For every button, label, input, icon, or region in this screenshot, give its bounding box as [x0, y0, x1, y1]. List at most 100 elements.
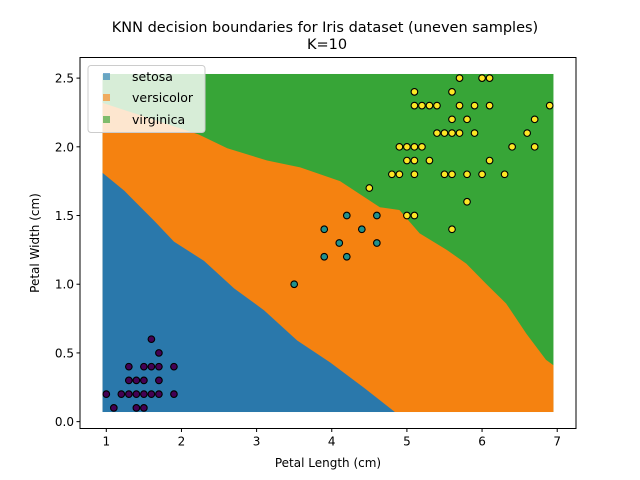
point-virginica — [403, 142, 411, 151]
point-versicolor — [372, 211, 381, 220]
y-tick-label: 0.5 — [55, 346, 74, 360]
legend-label-versicolor: versicolor — [132, 90, 194, 105]
point-virginica — [545, 101, 554, 110]
point-virginica — [485, 74, 494, 82]
region-setosa — [102, 172, 395, 413]
chart-subtitle: K=10 — [307, 37, 347, 53]
point-setosa — [155, 349, 163, 357]
point-virginica — [448, 170, 456, 179]
point-setosa — [132, 376, 141, 385]
y-axis-label: Petal Width (cm) — [28, 193, 42, 293]
point-virginica — [410, 170, 419, 179]
y-axis-ticks: 0.0 0.5 1.0 1.5 2.0 2.5 — [55, 72, 80, 429]
point-virginica — [395, 170, 404, 179]
point-versicolor — [320, 252, 329, 261]
point-virginica — [410, 211, 419, 220]
point-setosa — [140, 404, 148, 412]
data-points — [102, 74, 554, 412]
point-setosa — [117, 390, 126, 398]
point-virginica — [455, 129, 464, 137]
x-tick-label: 4 — [328, 435, 336, 449]
x-tick-label: 5 — [403, 435, 411, 449]
legend-label-setosa: setosa — [132, 69, 173, 84]
point-setosa — [124, 390, 133, 398]
legend-marker-setosa — [103, 73, 110, 80]
point-virginica — [508, 142, 516, 151]
point-virginica — [425, 101, 434, 110]
point-setosa — [124, 376, 133, 385]
legend-box — [87, 65, 206, 133]
point-versicolor — [342, 211, 351, 220]
point-virginica — [448, 225, 456, 234]
legend: setosa versicolor virginica — [87, 65, 206, 133]
point-versicolor — [320, 225, 329, 234]
point-setosa — [170, 362, 178, 371]
point-virginica — [418, 142, 426, 151]
point-versicolor — [290, 280, 299, 289]
point-virginica — [410, 142, 419, 151]
point-setosa — [155, 362, 163, 371]
x-tick-label: 7 — [553, 435, 561, 449]
point-setosa — [155, 376, 163, 385]
y-tick-label: 1.0 — [55, 278, 74, 292]
point-virginica — [470, 129, 479, 137]
point-versicolor — [335, 239, 344, 247]
point-virginica — [388, 170, 396, 179]
point-virginica — [365, 184, 374, 192]
x-axis-label: Petal Length (cm) — [275, 456, 381, 470]
point-virginica — [440, 129, 449, 137]
y-tick-label: 2.0 — [55, 140, 74, 154]
point-virginica — [440, 170, 449, 179]
point-virginica — [433, 129, 441, 137]
point-setosa — [102, 390, 111, 398]
point-virginica — [448, 88, 456, 96]
point-virginica — [425, 156, 434, 165]
point-virginica — [530, 142, 539, 151]
point-virginica — [455, 101, 464, 110]
point-virginica — [485, 156, 494, 165]
x-tick-label: 3 — [253, 435, 261, 449]
point-setosa — [132, 390, 141, 398]
y-tick-label: 1.5 — [55, 209, 74, 223]
point-virginica — [410, 156, 419, 165]
point-virginica — [485, 101, 494, 110]
point-setosa — [109, 404, 118, 412]
point-virginica — [463, 115, 471, 124]
point-versicolor — [342, 252, 351, 261]
point-virginica — [530, 115, 539, 124]
point-setosa — [147, 362, 156, 371]
point-virginica — [410, 101, 419, 110]
point-setosa — [140, 376, 148, 385]
point-virginica — [448, 129, 456, 137]
point-versicolor — [357, 225, 366, 234]
point-virginica — [463, 197, 471, 206]
point-virginica — [410, 88, 419, 96]
x-axis-ticks: 1 2 3 4 5 6 7 — [102, 428, 561, 449]
point-virginica — [478, 170, 486, 179]
point-virginica — [470, 101, 479, 110]
y-tick-label: 0.0 — [55, 415, 74, 429]
point-versicolor — [372, 239, 381, 247]
point-virginica — [433, 101, 441, 110]
point-setosa — [124, 362, 133, 371]
point-setosa — [155, 390, 163, 398]
point-virginica — [523, 129, 532, 137]
point-virginica — [395, 142, 404, 151]
point-setosa — [140, 390, 148, 398]
point-virginica — [418, 101, 426, 110]
point-setosa — [147, 390, 156, 398]
legend-marker-versicolor — [103, 94, 110, 101]
point-virginica — [448, 115, 456, 124]
point-virginica — [478, 74, 486, 82]
point-virginica — [403, 211, 411, 220]
point-setosa — [170, 390, 178, 398]
axes-frame — [79, 57, 577, 429]
x-tick-label: 1 — [102, 435, 110, 449]
point-setosa — [147, 335, 156, 344]
y-tick-label: 2.5 — [55, 72, 74, 86]
point-virginica — [455, 74, 464, 82]
legend-label-virginica: virginica — [132, 112, 185, 127]
point-setosa — [140, 362, 148, 371]
point-setosa — [132, 404, 141, 412]
